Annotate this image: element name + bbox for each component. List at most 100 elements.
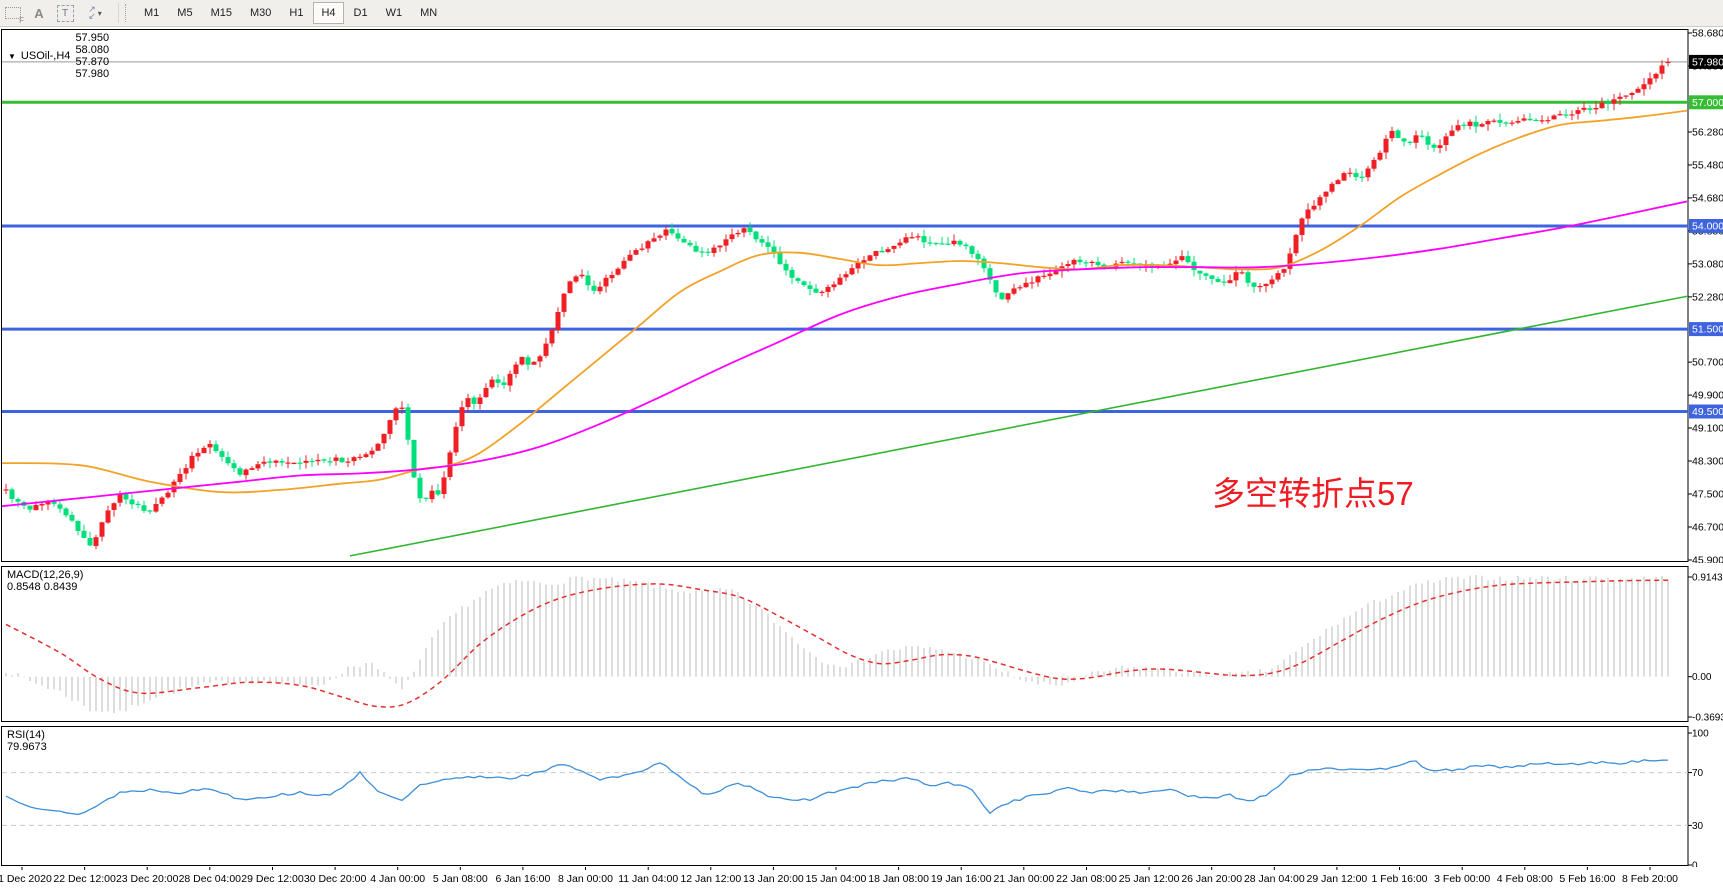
candle	[165, 490, 171, 499]
candle	[1263, 283, 1269, 293]
candle	[1497, 113, 1503, 127]
candle	[423, 497, 429, 502]
timeframe-button-h1[interactable]: H1	[289, 7, 304, 19]
candle	[1593, 101, 1599, 115]
candle	[153, 497, 159, 513]
timeframe-button-m15[interactable]: M15	[210, 7, 232, 19]
candle	[519, 356, 525, 366]
candle	[1539, 115, 1545, 124]
timeframe-button-m30[interactable]: M30	[249, 7, 272, 19]
candle	[1509, 120, 1515, 126]
dropdown-caret-icon[interactable]: ▾	[97, 8, 102, 18]
candle	[441, 471, 447, 499]
candle	[663, 226, 669, 240]
toolbar-grip[interactable]	[125, 4, 129, 22]
candle	[303, 455, 309, 469]
candle	[1491, 118, 1497, 123]
candle	[309, 458, 315, 467]
candle	[207, 440, 213, 454]
candle	[1629, 91, 1635, 100]
timeframe-toolbar: M1 M5 M15 M30 H1 H4 D1 W1 MN	[135, 2, 446, 24]
rsi-line[interactable]	[5, 759, 1669, 816]
chart-annotation-text[interactable]: 多空转折点57	[1212, 475, 1414, 512]
candle	[669, 223, 675, 236]
svg-text:11 Jan 04:00: 11 Jan 04:00	[618, 873, 678, 885]
candle	[1413, 130, 1419, 149]
rsi-axis[interactable]: 100 70 30 0	[1688, 729, 1709, 868]
svg-text:19 Jan 16:00: 19 Jan 16:00	[931, 873, 992, 885]
svg-text:54.680: 54.680	[1692, 192, 1723, 204]
text-label-t-icon[interactable]: T	[52, 2, 78, 24]
fibo-grid-glyph	[5, 7, 24, 25]
candle	[873, 250, 879, 260]
candle	[1299, 217, 1305, 242]
candle	[579, 269, 585, 279]
timeframe-button-d1[interactable]: D1	[353, 7, 368, 19]
symbol-dropdown-icon[interactable]: ▼	[8, 51, 16, 61]
timeframe-button-h4[interactable]: H4	[313, 2, 344, 24]
candle	[705, 248, 711, 257]
macd-signal-line[interactable]	[5, 579, 1669, 708]
svg-text:4 Jan 00:00: 4 Jan 00:00	[370, 873, 425, 885]
svg-text:5 Feb 16:00: 5 Feb 16:00	[1559, 873, 1615, 885]
candle	[777, 246, 783, 265]
timeframe-button-m1[interactable]: M1	[144, 7, 160, 19]
main-chart-panel[interactable]: 58.68057.88056.28055.48054.68053.88053.0…	[0, 27, 1723, 563]
candle	[795, 277, 801, 284]
candle	[609, 271, 615, 283]
candle	[1185, 250, 1191, 264]
timeframe-button-m5[interactable]: M5	[177, 7, 193, 19]
horizontal-lines-layer[interactable]	[2, 61, 1688, 413]
candle	[495, 374, 501, 388]
chart-title: ▼ USOil-,H4 57.950 58.080 57.870 57.980	[8, 32, 109, 80]
candle	[339, 456, 345, 463]
candle	[1371, 157, 1377, 172]
candle	[1437, 139, 1443, 154]
candle	[825, 284, 831, 298]
timeframe-button-mn[interactable]: MN	[420, 7, 438, 19]
candle	[537, 354, 543, 368]
candle	[951, 234, 957, 247]
date-axis-bg	[0, 867, 1723, 887]
slow-ma[interactable]	[0, 200, 1688, 508]
candle	[1431, 143, 1437, 152]
candle	[453, 422, 459, 456]
svg-text:8 Jan 00:00: 8 Jan 00:00	[558, 873, 613, 885]
candle	[1221, 274, 1227, 287]
candle	[1005, 293, 1011, 303]
candle	[135, 501, 141, 509]
macd-axis[interactable]: 0.9143 0.00 -0.3693	[1688, 573, 1723, 724]
candle	[1311, 200, 1317, 212]
candle	[1407, 140, 1413, 146]
candle	[27, 505, 33, 513]
macd-label: MACD(12,26,9) 0.8548 0.8439	[7, 569, 84, 593]
svg-text:26 Jan 20:00: 26 Jan 20:00	[1181, 873, 1242, 885]
svg-text:18 Jan 08:00: 18 Jan 08:00	[868, 873, 929, 885]
trend-line[interactable]	[349, 295, 1689, 557]
timeframe-button-w1[interactable]: W1	[385, 7, 403, 19]
svg-text:45.900: 45.900	[1692, 555, 1723, 564]
candle	[1587, 105, 1593, 115]
candle	[1305, 203, 1311, 225]
candle	[741, 227, 747, 238]
candle	[1287, 247, 1293, 275]
fast-ma[interactable]	[0, 109, 1688, 494]
candle	[489, 376, 495, 390]
candle	[1323, 191, 1329, 203]
svg-text:6 Jan 16:00: 6 Jan 16:00	[495, 873, 550, 885]
candle	[1641, 78, 1647, 96]
candle	[255, 461, 261, 471]
candle	[1473, 115, 1479, 133]
candle	[93, 534, 99, 550]
text-a-icon[interactable]: A	[34, 5, 44, 21]
fibo-grid-icon[interactable]	[0, 2, 26, 25]
macd-panel[interactable]: 0.9143 0.00 -0.3693	[0, 566, 1723, 723]
candle	[411, 439, 417, 478]
candle	[1089, 260, 1095, 267]
arrow-tools-icon[interactable]: ↗ ↙ ▾	[78, 2, 112, 24]
candle	[405, 403, 411, 445]
candle	[1665, 57, 1671, 67]
candle	[1353, 168, 1359, 181]
rsi-panel[interactable]: 100 70 30 0	[0, 726, 1723, 867]
